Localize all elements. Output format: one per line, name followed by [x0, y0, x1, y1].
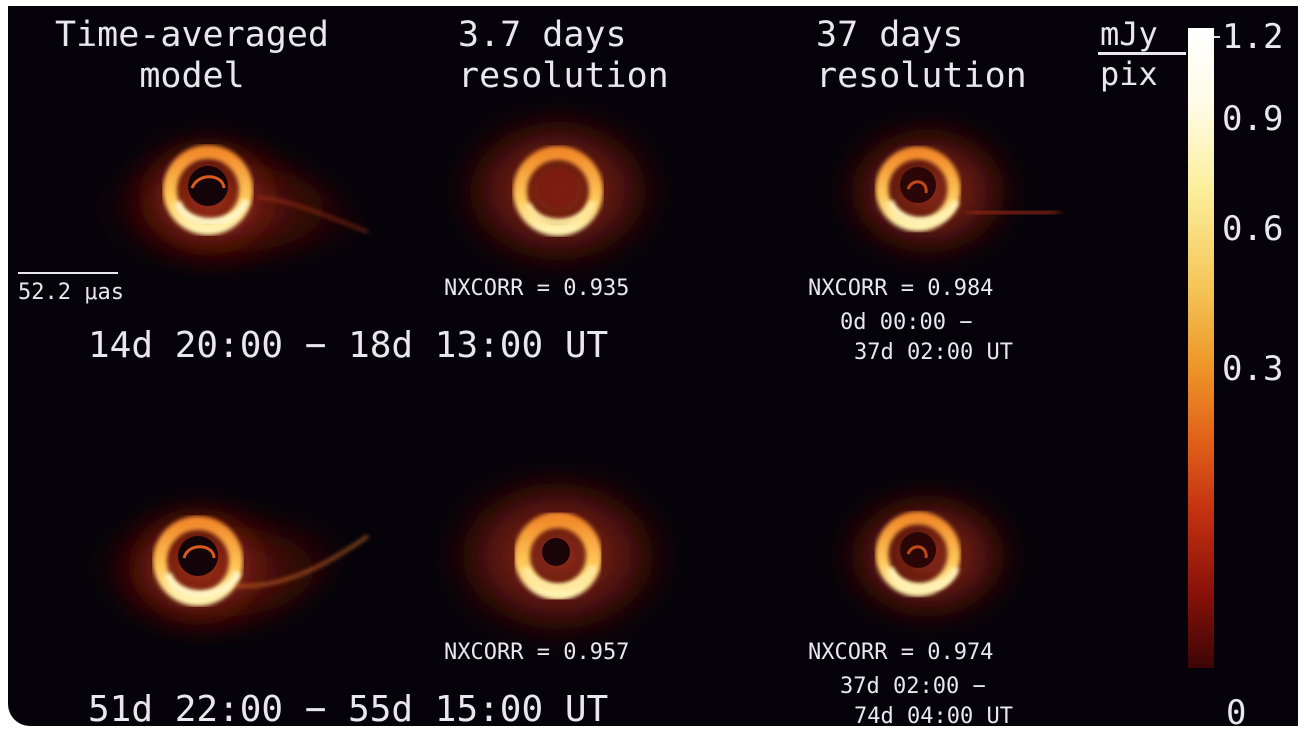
nxcorr-row1-col2: NXCORR = 0.935	[444, 276, 630, 301]
figure-panel: Time-averaged model 3.7 days resolution …	[8, 6, 1298, 726]
header-col2-line1: 3.7 days	[458, 15, 627, 55]
time-row1-col3-line1: 0d 00:00 −	[840, 310, 973, 335]
reconstruction-37d-row1	[828, 111, 1059, 271]
colorbar-unit-denominator: pix	[1100, 55, 1158, 93]
colorbar-label-1-2: 1.2	[1222, 17, 1284, 57]
colorbar-unit-divider	[1098, 52, 1186, 55]
nxcorr-row1-col3: NXCORR = 0.984	[808, 276, 994, 301]
time-row1-col3-line2: 37d 02:00 UT	[854, 340, 1013, 365]
header-col3-line1: 37 days	[816, 15, 964, 55]
scale-bar	[18, 272, 118, 274]
time-range-row2: 51d 22:00 − 55d 15:00 UT	[88, 689, 609, 727]
model-image-row2	[78, 491, 369, 643]
colorbar-label-0: 0	[1226, 693, 1247, 726]
colorbar-label-0-9: 0.9	[1222, 99, 1284, 139]
header-col1-line1: Time-averaged	[55, 15, 329, 55]
header-time-averaged: Time-averaged model	[22, 18, 362, 94]
time-row2-col3-line2: 74d 04:00 UT	[854, 704, 1013, 727]
reconstruction-37d-row2	[828, 478, 1028, 634]
scale-bar-label: 52.2 μas	[18, 280, 124, 305]
nxcorr-row2-col3: NXCORR = 0.974	[808, 640, 994, 665]
header-col3-line2: resolution	[816, 56, 1027, 96]
colorbar	[1188, 28, 1214, 668]
time-row2-col3-line1: 37d 02:00 −	[840, 674, 986, 699]
reconstruction-3-7d-row1	[443, 101, 673, 281]
header-3-7-days: 3.7 days resolution	[440, 18, 740, 94]
reconstruction-3-7d-row2	[433, 461, 683, 651]
nxcorr-row2-col2: NXCORR = 0.957	[444, 640, 630, 665]
colorbar-unit-numerator: mJy	[1100, 15, 1158, 53]
header-col2-line2: resolution	[458, 56, 669, 96]
header-col1-line2: model	[139, 56, 245, 96]
time-range-row1: 14d 20:00 − 18d 13:00 UT	[88, 325, 609, 366]
colorbar-label-0-3: 0.3	[1222, 349, 1284, 389]
header-37-days: 37 days resolution	[798, 18, 1098, 94]
colorbar-tick	[1214, 36, 1220, 38]
colorbar-label-0-6: 0.6	[1222, 209, 1284, 249]
model-image-row1	[88, 122, 378, 279]
